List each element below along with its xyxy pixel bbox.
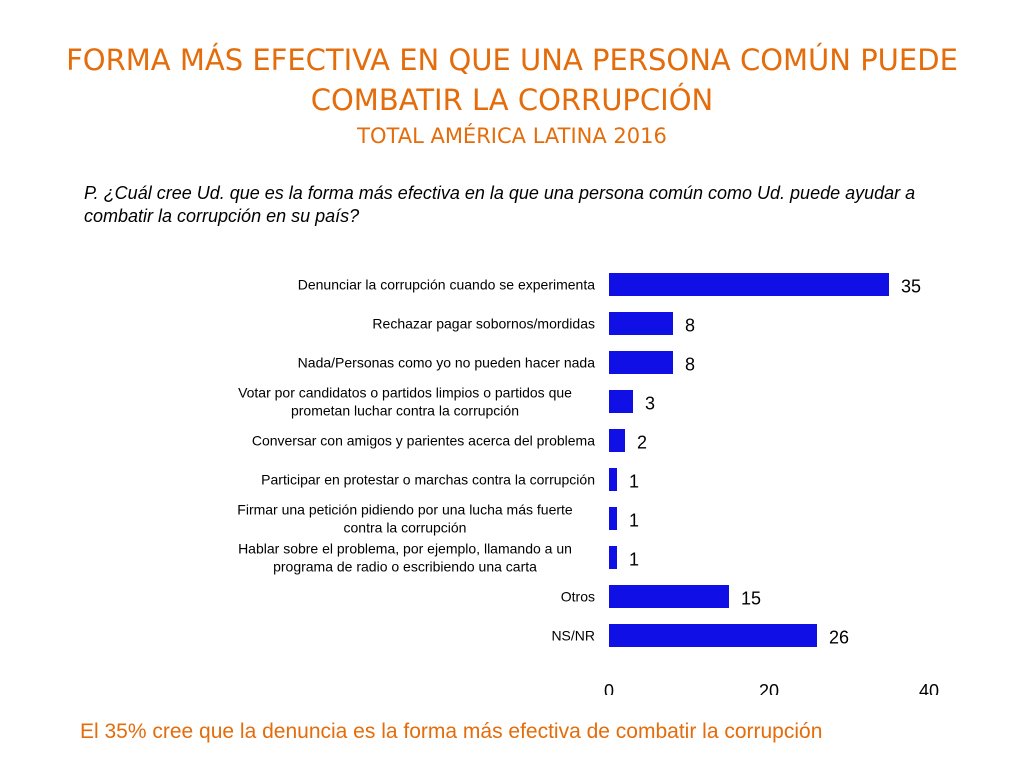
- bar: [609, 273, 889, 296]
- data-label: 1: [629, 550, 639, 570]
- data-label: 8: [685, 355, 695, 375]
- bar: [609, 507, 617, 530]
- category-label: Votar por candidatos o partidos limpios …: [238, 385, 572, 401]
- data-label: 2: [637, 433, 647, 453]
- chart-footnote: El 35% cree que la denuncia es la forma …: [80, 720, 823, 743]
- category-label: Otros: [561, 589, 595, 605]
- data-label: 3: [645, 394, 655, 414]
- data-label: 1: [629, 511, 639, 531]
- category-label: Rechazar pagar sobornos/mordidas: [372, 316, 595, 332]
- category-label: prometan luchar contra la corrupción: [291, 403, 519, 419]
- category-label: NS/NR: [551, 628, 595, 644]
- bar: [609, 546, 617, 569]
- data-label: 8: [685, 316, 695, 336]
- survey-question: P. ¿Cuál cree Ud. que es la forma más ef…: [84, 183, 916, 226]
- bar: [609, 390, 633, 413]
- category-label: Conversar con amigos y parientes acerca …: [252, 433, 595, 449]
- x-tick-label: 20: [759, 681, 779, 695]
- bar: [609, 312, 673, 335]
- data-label: 15: [741, 589, 761, 609]
- bar: [609, 468, 617, 491]
- bar: [609, 624, 817, 647]
- slide-title: FORMA MÁS EFECTIVA EN QUE UNA PERSONA CO…: [66, 43, 958, 117]
- category-label: Participar en protestar o marchas contra…: [261, 472, 595, 488]
- bar: [609, 429, 625, 452]
- x-tick-label: 0: [604, 681, 614, 695]
- x-tick-label: 40: [919, 681, 939, 695]
- bar: [609, 585, 729, 608]
- category-label: Firmar una petición pidiendo por una luc…: [237, 502, 573, 518]
- category-label: programa de radio o escribiendo una cart…: [273, 559, 537, 575]
- category-label: Hablar sobre el problema, por ejemplo, l…: [238, 541, 572, 557]
- data-label: 26: [829, 628, 849, 648]
- bar-chart: 35 Denunciar la corrupción cuando se expe…: [237, 273, 939, 695]
- bar: [609, 351, 673, 374]
- slide-subtitle: TOTAL AMÉRICA LATINA 2016: [357, 124, 667, 148]
- data-label: 1: [629, 472, 639, 492]
- category-label: Denunciar la corrupción cuando se experi…: [298, 277, 595, 293]
- data-label: 35: [901, 277, 921, 297]
- category-label: Nada/Personas como yo no pueden hacer na…: [298, 355, 596, 371]
- category-label: contra la corrupción: [344, 520, 467, 536]
